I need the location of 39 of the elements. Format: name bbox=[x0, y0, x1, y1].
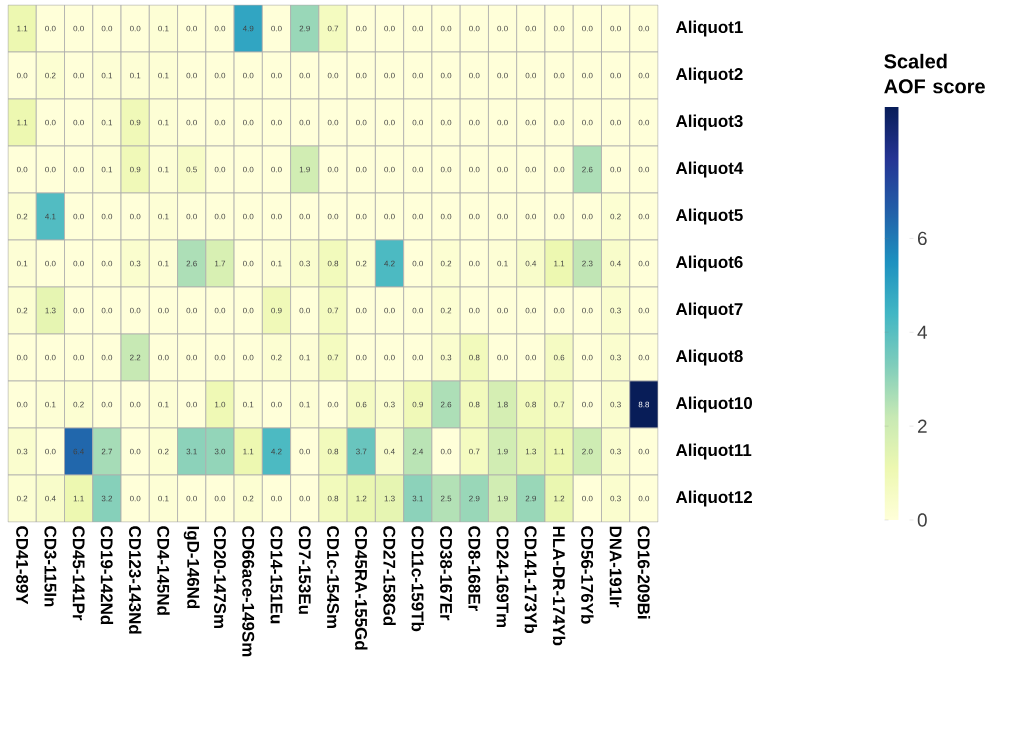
x-tick-label: CD66ace-149Sm bbox=[242, 526, 255, 657]
y-tick-label: Aliquot8 bbox=[675, 349, 743, 366]
x-tick-label: DNA-191Ir bbox=[609, 526, 622, 608]
y-tick-label: Aliquot5 bbox=[675, 208, 743, 225]
x-tick-label: CD20-147Sm bbox=[213, 526, 226, 629]
y-tick-label: Aliquot7 bbox=[675, 302, 743, 319]
y-tick-label: Aliquot1 bbox=[675, 20, 743, 37]
y-tick-label: Aliquot3 bbox=[675, 114, 743, 131]
y-tick-label: Aliquot12 bbox=[675, 490, 753, 507]
x-tick-label: CD24-169Tm bbox=[496, 526, 509, 628]
x-tick-label: CD14-151Eu bbox=[270, 526, 283, 624]
y-tick-label: Aliquot10 bbox=[675, 396, 752, 413]
y-tick-label: Aliquot11 bbox=[675, 443, 752, 460]
x-tick-label: CD123-143Nd bbox=[128, 526, 142, 634]
color-bar-title: Scaled AOF score bbox=[884, 53, 985, 94]
x-tick-label: IgD-146Nd bbox=[183, 526, 200, 609]
x-tick-label: CD19-142Nd bbox=[100, 526, 114, 625]
x-tick-label: CD141-173Yb bbox=[524, 526, 538, 634]
x-tick-label: CD56-176Yb bbox=[581, 526, 594, 624]
x-tick-label: CD11c-159Tb bbox=[411, 526, 424, 632]
x-tick-label: CD1c-154Sm bbox=[327, 526, 339, 629]
color-bar-label: 6 bbox=[917, 231, 927, 246]
x-tick-label: CD45RA-155Gd bbox=[355, 526, 368, 650]
x-tick-label: CD38-167Er bbox=[440, 526, 453, 621]
y-tick-label: Aliquot2 bbox=[675, 67, 743, 84]
x-tick-label: CD4-145Nd bbox=[157, 526, 170, 615]
x-tick-label: CD7-153Eu bbox=[298, 526, 311, 614]
x-tick-label: CD41-89Y bbox=[16, 526, 29, 605]
color-bar-label: 2 bbox=[917, 419, 927, 433]
x-tick-label: HLA-DR-174Yb bbox=[552, 526, 566, 646]
y-tick-label: Aliquot6 bbox=[675, 255, 743, 272]
color-bar-label: 4 bbox=[917, 325, 927, 339]
y-tick-label: Aliquot4 bbox=[675, 161, 744, 178]
x-tick-label: CD16-209Bi bbox=[637, 526, 651, 619]
color-bar-label: 0 bbox=[917, 513, 927, 527]
x-tick-label: CD8-168Er bbox=[468, 526, 481, 611]
x-tick-label: CD27-158Gd bbox=[383, 526, 396, 626]
x-tick-label: CD45-141Pr bbox=[72, 526, 85, 621]
x-tick-label: CD3-115In bbox=[44, 526, 57, 607]
